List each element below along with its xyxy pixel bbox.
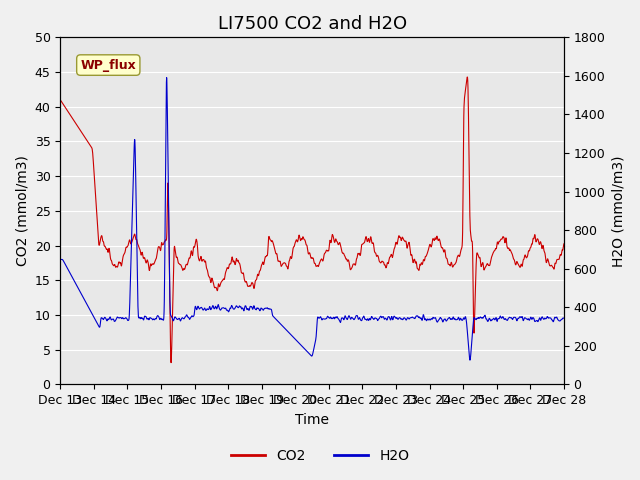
CO2 <box>560 241 568 247</box>
Line: H2O: H2O <box>60 78 564 360</box>
H2O <box>326 314 334 320</box>
Line: CO2: CO2 <box>60 77 564 363</box>
H2O <box>467 357 474 363</box>
Text: WP_flux: WP_flux <box>81 59 136 72</box>
CO2 <box>326 238 334 244</box>
H2O <box>516 314 524 320</box>
X-axis label: Time: Time <box>295 413 329 427</box>
CO2 <box>197 253 205 259</box>
CO2 <box>463 74 471 80</box>
H2O <box>56 256 64 262</box>
CO2 <box>337 246 345 252</box>
H2O <box>530 315 538 321</box>
Title: LI7500 CO2 and H2O: LI7500 CO2 and H2O <box>218 15 406 33</box>
Legend: CO2, H2O: CO2, H2O <box>225 443 415 468</box>
CO2 <box>516 264 524 270</box>
Y-axis label: CO2 (mmol/m3): CO2 (mmol/m3) <box>15 156 29 266</box>
CO2 <box>56 97 64 103</box>
H2O <box>197 305 205 311</box>
CO2 <box>458 242 466 248</box>
H2O <box>458 317 466 323</box>
CO2 <box>530 236 538 241</box>
CO2 <box>167 360 175 366</box>
Y-axis label: H2O (mmol/m3): H2O (mmol/m3) <box>611 155 625 266</box>
H2O <box>163 75 170 81</box>
H2O <box>337 316 345 322</box>
H2O <box>560 315 568 321</box>
